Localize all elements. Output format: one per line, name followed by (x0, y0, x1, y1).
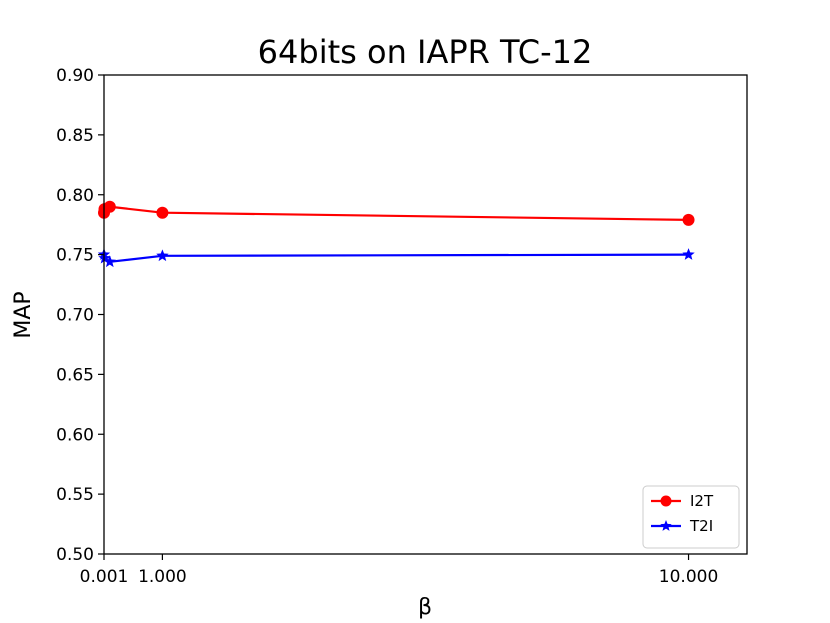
y-tick-label: 0.80 (56, 186, 94, 206)
y-tick-label: 0.60 (56, 425, 94, 445)
legend-marker-i2t (660, 495, 672, 507)
data-point-t2i (156, 249, 169, 262)
x-axis-label: β (418, 595, 432, 620)
y-tick-label: 0.85 (56, 126, 94, 146)
x-tick-label: 1.000 (138, 567, 187, 587)
y-tick-label: 0.55 (56, 485, 94, 505)
data-point-t2i (103, 255, 116, 268)
y-tick-label: 0.50 (56, 545, 94, 565)
y-tick-label: 0.75 (56, 246, 94, 266)
chart-title: 64bits on IAPR TC-12 (258, 33, 593, 71)
legend-label-i2t: I2T (690, 492, 714, 510)
x-tick-label: 10.000 (659, 567, 718, 587)
data-point-t2i (682, 248, 695, 260)
x-tick-label: 0.001 (80, 567, 129, 587)
data-point-i2t (156, 206, 169, 219)
legend-label-t2i: T2I (689, 517, 713, 535)
data-point-i2t (103, 200, 116, 213)
y-tick-label: 0.90 (56, 66, 94, 86)
y-axis-label: MAP (11, 291, 36, 338)
x-axis-ticks: 0.001 1.000 10.000 (80, 554, 718, 587)
y-tick-label: 0.70 (56, 306, 94, 326)
legend-marker-t2i (660, 520, 672, 531)
y-tick-label: 0.65 (56, 365, 94, 385)
data-point-i2t (682, 213, 695, 226)
y-axis-ticks: 0.50 0.55 0.60 0.65 0.70 0.75 0.80 0.85 0.90 (56, 66, 104, 565)
